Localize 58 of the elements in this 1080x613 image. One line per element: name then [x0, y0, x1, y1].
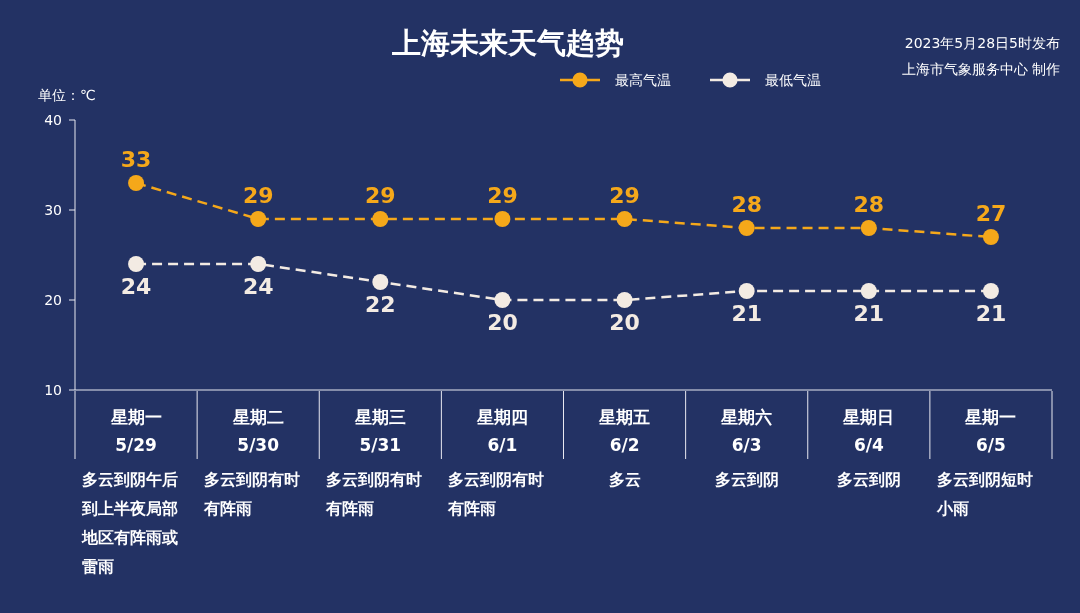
legend-label: 最高气温: [615, 72, 671, 88]
text: 多云到阴: [714, 470, 779, 489]
point: [616, 211, 633, 227]
data-label: 21: [975, 301, 1007, 326]
x-tick-label: 星期二 5/30: [231, 407, 284, 455]
text: 多云到阴有时有阵雨: [203, 470, 301, 518]
text: 多云到阴有时有阵雨: [325, 470, 423, 518]
x-tick-label: 星期三 5/31: [353, 407, 406, 455]
point: [372, 274, 389, 290]
point: [738, 220, 755, 236]
chart-title: 上海未来天气趋势: [391, 26, 624, 60]
y-axis-title: 单位：℃: [38, 87, 96, 103]
y-tick-label: 40: [44, 112, 62, 128]
data-label: 20: [487, 310, 518, 335]
point: [128, 256, 145, 272]
data-label: 28: [731, 192, 762, 217]
x-tick-label: 星期六 6/3: [720, 407, 773, 455]
data-label: 21: [731, 301, 762, 326]
x-tick-label: 星期日 6/4: [842, 407, 895, 455]
point: [250, 256, 267, 272]
text: 2023年5月28日5时发布: [904, 35, 1060, 51]
y-tick-label: 20: [44, 292, 62, 308]
data-label: 28: [853, 192, 885, 217]
x-tick-label: 星期一 5/29: [109, 407, 162, 455]
point: [494, 211, 511, 227]
text: 多云到阴有时有阵雨: [447, 470, 545, 518]
data-label: 21: [853, 301, 885, 326]
y-tick-label: 10: [44, 382, 62, 398]
text: 多云到阴: [836, 470, 901, 489]
point: [616, 292, 633, 308]
data-label: 29: [242, 183, 274, 208]
data-label: 29: [487, 183, 518, 208]
x-tick-label: 星期一 6/5: [964, 407, 1017, 455]
point: [250, 211, 267, 227]
point: [982, 283, 999, 299]
data-label: 27: [975, 201, 1007, 226]
data-label: 29: [609, 183, 640, 208]
text: 上海市气象服务中心 制作: [901, 61, 1060, 77]
point: [494, 292, 511, 308]
legend-label: 最低气温: [765, 72, 821, 88]
point: [860, 220, 877, 236]
y-tick-label: 30: [44, 202, 62, 218]
text: 多云到阴短时小雨: [935, 470, 1033, 518]
point: [738, 283, 755, 299]
point: [128, 175, 145, 191]
data-label: 24: [120, 274, 152, 299]
point: [372, 211, 389, 227]
x-tick-label: 星期五 6/2: [598, 407, 651, 455]
point: [860, 283, 877, 299]
data-label: 20: [609, 310, 640, 335]
text: 多云: [608, 470, 641, 489]
point: [982, 229, 999, 245]
x-tick-label: 星期四 6/1: [475, 407, 528, 455]
text: 多云到阴午后到上半夜局部地区有阵雨或雷雨: [81, 470, 178, 576]
data-label: 24: [242, 274, 274, 299]
data-label: 33: [120, 147, 152, 172]
data-label: 29: [365, 183, 396, 208]
data-label: 22: [365, 292, 396, 317]
